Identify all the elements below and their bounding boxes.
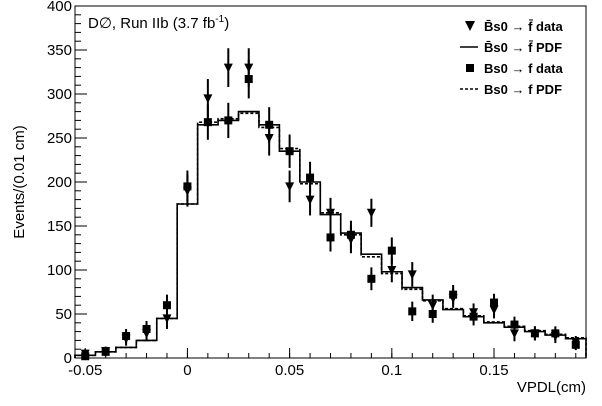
title-superscript: -1 xyxy=(215,14,224,25)
data-point-square xyxy=(183,182,192,191)
pdf-dashed-line xyxy=(74,112,587,358)
x-tick-label: 0 xyxy=(183,362,191,379)
data-point-square xyxy=(530,329,539,338)
data-point-square xyxy=(571,340,580,349)
data-point-triangle xyxy=(203,94,213,104)
data-point-square xyxy=(551,329,560,338)
y-tick-label: 100 xyxy=(47,262,72,279)
y-tick-label: 200 xyxy=(47,174,72,191)
data-point-triangle xyxy=(366,208,376,218)
y-tick-label: 250 xyxy=(47,130,72,147)
x-tick-label: 0.15 xyxy=(479,362,508,379)
data-point-square xyxy=(224,116,233,125)
data-point-triangle xyxy=(223,63,233,73)
legend: B̄s0 → f̄ data B̄s0 → f̄ PDF Bs0 → f data B… xyxy=(460,19,564,97)
data-point-square xyxy=(265,120,274,129)
data-point-square xyxy=(428,310,437,318)
data-point-triangle xyxy=(305,195,315,205)
data-point-square xyxy=(449,290,458,299)
y-tick-label: 300 xyxy=(47,86,72,103)
x-tick-label: 0.05 xyxy=(275,362,304,379)
x-tick-label: 0.1 xyxy=(381,362,402,379)
y-tick-label: 400 xyxy=(47,0,72,15)
legend-marker-square xyxy=(466,64,474,72)
data-point-square xyxy=(367,274,376,283)
data-point-square xyxy=(122,332,131,340)
data-point-square xyxy=(244,75,253,84)
data-point-square xyxy=(142,324,151,333)
title-tail: ) xyxy=(224,15,229,32)
data-point-square xyxy=(510,320,519,329)
data-points xyxy=(80,48,581,361)
y-tick-label: 350 xyxy=(47,42,72,59)
data-point-square xyxy=(408,307,417,316)
data-point-square xyxy=(101,347,110,356)
y-tick-label: 50 xyxy=(55,306,72,323)
data-point-square xyxy=(387,246,396,255)
data-point-square xyxy=(346,230,355,239)
data-point-square xyxy=(285,147,294,156)
legend-label: Bs0 → f data xyxy=(484,61,564,76)
data-point-square xyxy=(203,118,212,127)
x-axis: -0.05 0 0.05 0.1 0.15 xyxy=(68,348,577,379)
x-tick-label: -0.05 xyxy=(68,362,102,379)
data-point-triangle xyxy=(407,270,417,280)
data-point-square xyxy=(162,301,171,310)
legend-label: B̄s0 → f̄ PDF xyxy=(484,40,562,55)
legend-label: B̄s0 → f̄ data xyxy=(484,19,564,34)
data-point-square xyxy=(469,312,478,321)
data-point-triangle xyxy=(509,329,519,339)
data-point-square xyxy=(490,298,499,307)
y-axis-title: Events/(0.01 cm) xyxy=(11,125,28,238)
y-axis: 0 50 100 150 200 250 300 350 400 xyxy=(47,0,87,367)
y-tick-label: 150 xyxy=(47,218,72,235)
data-point-triangle xyxy=(285,182,295,192)
legend-label: Bs0 → f PDF xyxy=(484,82,562,97)
data-point-triangle xyxy=(162,314,172,324)
data-point-square xyxy=(326,233,335,242)
legend-marker-triangle xyxy=(465,21,475,31)
data-point-triangle xyxy=(326,208,335,218)
data-point-square xyxy=(306,173,315,182)
title-main: D∅, Run IIb (3.7 fb xyxy=(88,15,215,32)
y-tick-label: 0 xyxy=(64,350,72,367)
x-axis-title: VPDL(cm) xyxy=(517,379,586,396)
data-point-triangle xyxy=(387,266,397,275)
chart-title: D∅, Run IIb (3.7 fb-1) xyxy=(88,14,229,32)
